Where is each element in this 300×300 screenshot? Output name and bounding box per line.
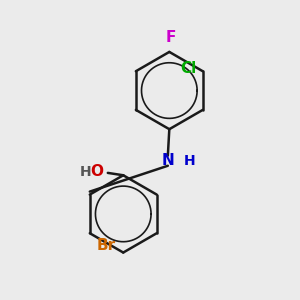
Text: F: F [166, 30, 176, 45]
Text: O: O [90, 164, 103, 179]
Text: Br: Br [96, 238, 116, 253]
Text: H: H [80, 165, 92, 179]
Text: N: N [161, 153, 174, 168]
Text: H: H [183, 154, 195, 168]
Text: Cl: Cl [180, 61, 196, 76]
